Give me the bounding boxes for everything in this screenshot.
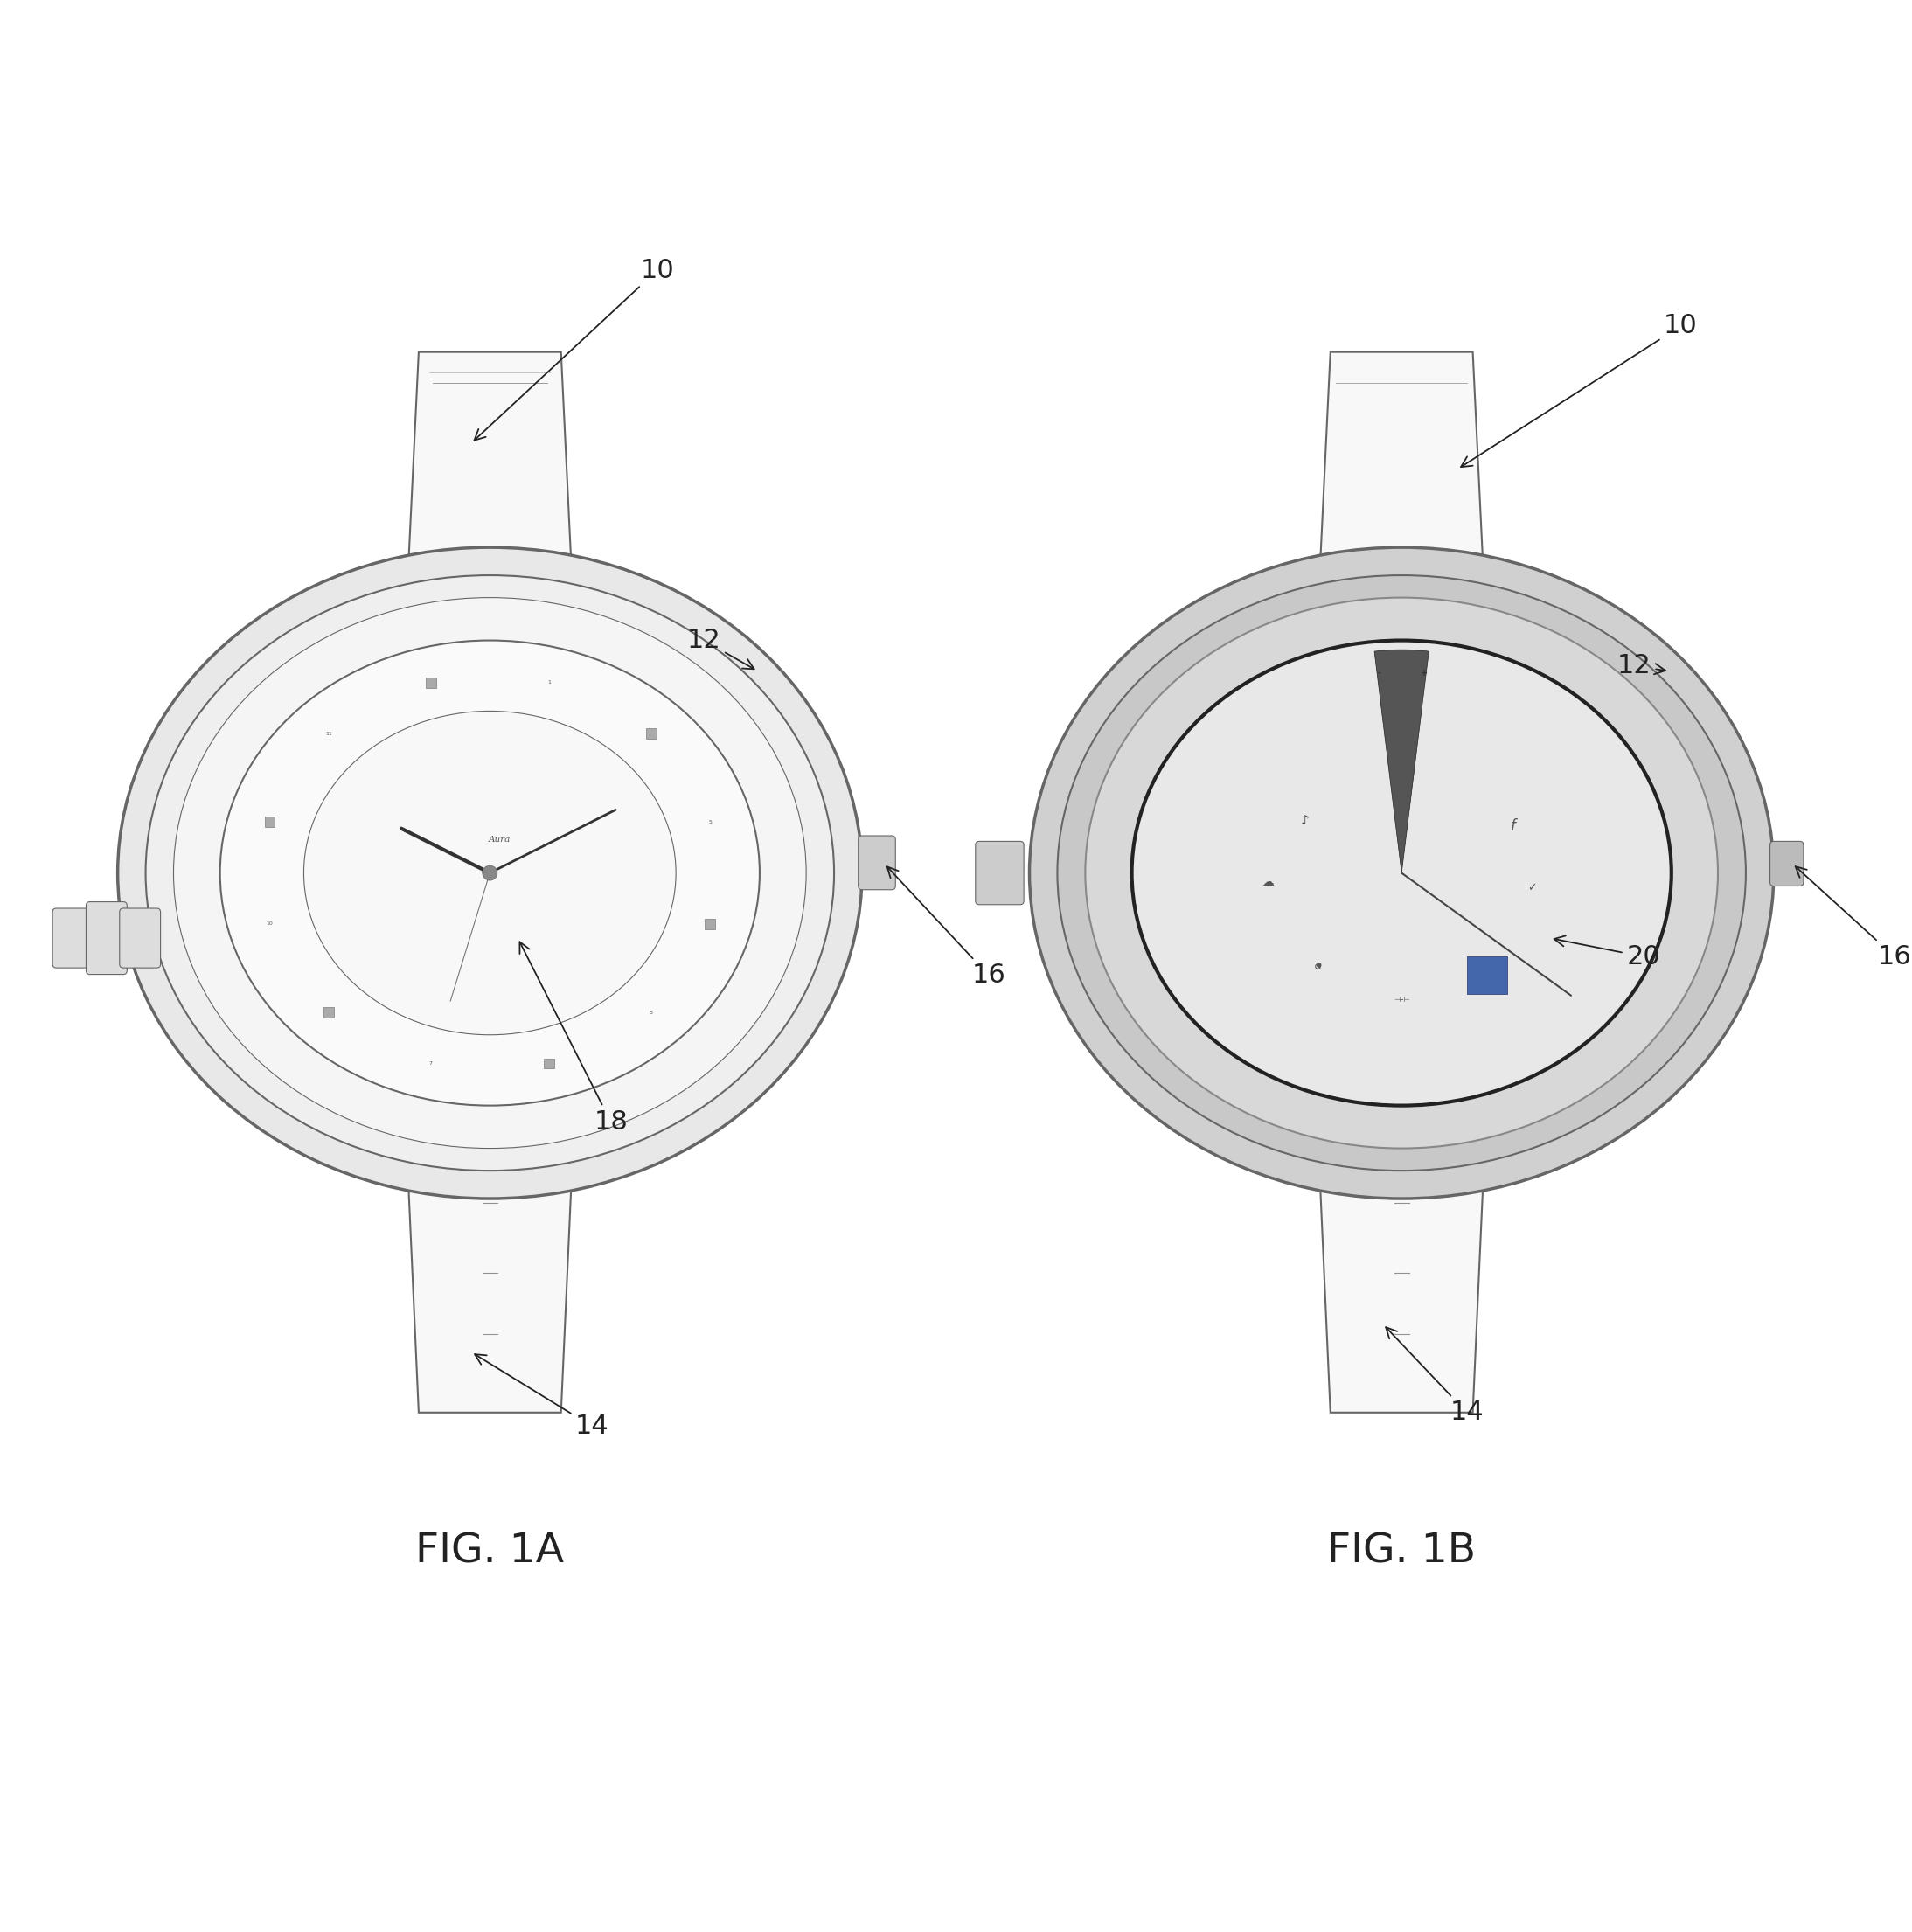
Ellipse shape (1132, 639, 1671, 1105)
Bar (264, 817, 275, 827)
Text: 8: 8 (650, 1010, 652, 1014)
Wedge shape (1375, 649, 1428, 873)
Text: f: f (1510, 819, 1516, 835)
Text: •: • (1314, 958, 1323, 974)
Polygon shape (405, 352, 574, 612)
Text: Aura: Aura (488, 835, 511, 844)
Text: 11: 11 (325, 732, 333, 736)
Text: ⊣–⊢: ⊣–⊢ (1394, 995, 1409, 1003)
Polygon shape (1317, 352, 1486, 612)
Text: FIG. 1A: FIG. 1A (415, 1532, 564, 1573)
FancyBboxPatch shape (858, 837, 895, 891)
Bar (426, 678, 436, 688)
Circle shape (482, 866, 497, 881)
Ellipse shape (1057, 576, 1746, 1171)
Text: 14: 14 (474, 1354, 610, 1439)
Ellipse shape (174, 597, 807, 1148)
Bar (706, 920, 715, 929)
Polygon shape (405, 1134, 574, 1412)
Ellipse shape (1029, 547, 1774, 1198)
Text: FIG. 1B: FIG. 1B (1327, 1532, 1476, 1573)
Polygon shape (1317, 1134, 1486, 1412)
Ellipse shape (119, 547, 862, 1198)
Text: 12: 12 (1618, 653, 1665, 678)
Text: 10: 10 (1461, 313, 1698, 468)
Text: 1: 1 (547, 680, 551, 684)
FancyBboxPatch shape (975, 840, 1023, 904)
Text: 10: 10 (266, 922, 273, 925)
Ellipse shape (1086, 597, 1717, 1148)
Text: +: + (1421, 668, 1428, 678)
Text: 18: 18 (520, 941, 627, 1134)
Bar (1467, 956, 1509, 993)
Text: ✓: ✓ (1528, 883, 1537, 893)
Text: 7: 7 (428, 1061, 432, 1066)
FancyBboxPatch shape (120, 908, 161, 968)
Text: 16: 16 (1795, 866, 1912, 970)
Text: 16: 16 (887, 867, 1006, 987)
Bar (543, 1059, 554, 1068)
Bar (646, 728, 656, 738)
FancyBboxPatch shape (54, 908, 94, 968)
Text: 20: 20 (1554, 935, 1660, 970)
FancyBboxPatch shape (86, 902, 126, 974)
Text: 10: 10 (474, 257, 675, 440)
Text: -: - (1377, 668, 1380, 678)
Ellipse shape (145, 576, 834, 1171)
FancyBboxPatch shape (1771, 840, 1803, 887)
Text: ☁: ☁ (1262, 875, 1273, 889)
Text: 5: 5 (707, 819, 711, 825)
Text: 12: 12 (686, 628, 753, 668)
Text: ♪: ♪ (1300, 813, 1310, 827)
Bar (323, 1007, 335, 1018)
Text: 14: 14 (1386, 1327, 1484, 1426)
Ellipse shape (304, 711, 677, 1036)
Ellipse shape (220, 639, 759, 1105)
